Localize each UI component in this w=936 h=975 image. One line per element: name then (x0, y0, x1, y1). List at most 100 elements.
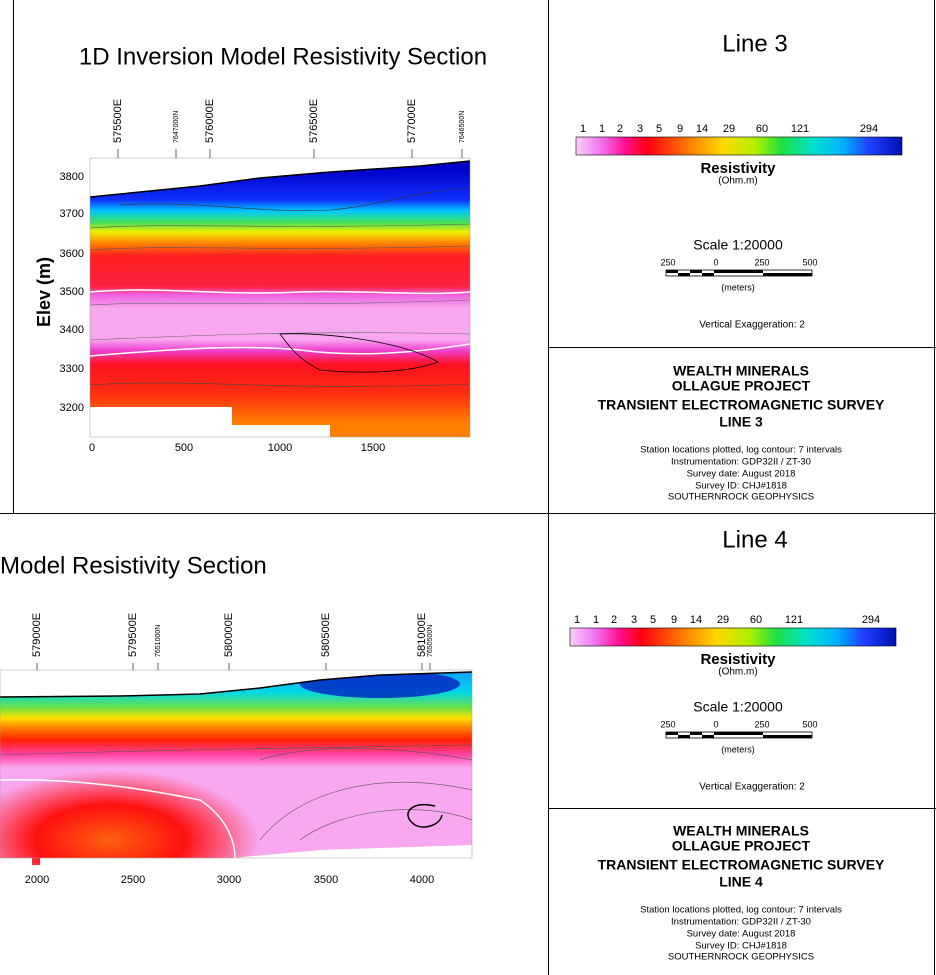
title-block-line: TRANSIENT ELECTROMAGNETIC SURVEY (598, 857, 885, 873)
scale-bar-segment (666, 732, 678, 735)
scale-bar-segment (690, 270, 702, 273)
vertical-exaggeration: Vertical Exaggeration: 2 (699, 782, 805, 793)
station-label: 581000E (416, 613, 428, 657)
x-tick-label: 1500 (361, 442, 385, 454)
color-scale-label: 3 (631, 614, 637, 626)
station-label: 575500E (112, 99, 124, 143)
scale-bar-segment (678, 735, 690, 738)
scale-bar-label: 250 (660, 257, 675, 267)
color-scale-label: 29 (717, 614, 729, 626)
scale-bar-segment (678, 273, 690, 276)
color-scale-label: 121 (785, 614, 803, 626)
y-tick-label: 3300 (60, 363, 84, 375)
scale-bar-label: 0 (713, 719, 718, 729)
color-scale-label: 60 (756, 123, 768, 135)
title-block-line: TRANSIENT ELECTROMAGNETIC SURVEY (598, 397, 885, 413)
station-label: 576500E (308, 99, 320, 143)
scale-bar-segment (763, 273, 812, 276)
scale-bar-segment (690, 732, 702, 735)
color-scale (569, 627, 897, 647)
y-tick-label: 3800 (60, 171, 84, 183)
color-scale-label: 294 (860, 123, 878, 135)
scale-bar-label: 0 (713, 257, 718, 267)
scale-bar-segment (702, 735, 714, 738)
scale-bar-segment (714, 732, 763, 735)
scale-bar-units: (meters) (721, 282, 755, 292)
color-scale-label: 3 (637, 123, 643, 135)
color-scale-label: 1 (580, 123, 586, 135)
scale-bar-segment (666, 270, 678, 273)
scale-text: Scale 1:20000 (693, 237, 783, 253)
y-tick-label: 3200 (60, 402, 84, 414)
title-block-detail: Station locations plotted, log contour: … (640, 445, 842, 456)
title-block-detail: Survey date: August 2018 (687, 929, 796, 940)
title-block-line: OLLAGUE PROJECT (672, 838, 811, 854)
x-tick-label: 500 (175, 442, 193, 454)
scale-bar-segment (714, 270, 763, 273)
y-axis-label: Elev (m) (34, 257, 54, 327)
color-scale (575, 136, 903, 156)
station-label: 7650500N (427, 625, 434, 657)
scale-bar-segment (763, 735, 812, 738)
color-scale-units: (Ohm.m) (718, 667, 757, 678)
station-label: 580000E (223, 613, 235, 657)
color-scale-label: 5 (650, 614, 656, 626)
x-tick-label: 2500 (121, 874, 145, 886)
station-label: 577000E (406, 99, 418, 143)
section-image (0, 669, 473, 865)
color-scale-label: 5 (656, 123, 662, 135)
color-scale-label: 29 (723, 123, 735, 135)
color-scale-label: 1 (599, 123, 605, 135)
title-block-detail: SOUTHERNROCK GEOPHYSICS (668, 952, 814, 963)
color-scale-label: 14 (696, 123, 708, 135)
section-title: 1D Inversion Model Resistivity Section (79, 43, 487, 70)
scale-bar-label: 500 (802, 719, 817, 729)
scale-text: Scale 1:20000 (693, 699, 783, 715)
title-block-detail: Survey date: August 2018 (687, 469, 796, 480)
title-block-detail: Survey ID: CHJ#1818 (695, 941, 787, 952)
title-block-line: WEALTH MINERALS (673, 823, 809, 839)
scale-bar-units: (meters) (721, 744, 755, 754)
color-scale-units: (Ohm.m) (718, 176, 757, 187)
station-label: 579500E (127, 613, 139, 657)
title-block-detail: Station locations plotted, log contour: … (640, 905, 842, 916)
title-block-detail: Instrumentation: GDP32II / ZT-30 (671, 917, 811, 928)
title-block-line: LINE 4 (719, 874, 763, 890)
x-tick-label: 3000 (217, 874, 241, 886)
station-label: 7646500N (459, 111, 466, 143)
color-scale-label: 9 (671, 614, 677, 626)
y-tick-label: 3500 (60, 286, 84, 298)
color-scale-label: 60 (750, 614, 762, 626)
color-scale-label: 1 (574, 614, 580, 626)
title-block-detail: Survey ID: CHJ#1818 (695, 481, 787, 492)
y-tick-label: 3600 (60, 248, 84, 260)
title-block-line: WEALTH MINERALS (673, 363, 809, 379)
color-scale-title: Resistivity (700, 160, 776, 177)
station-label: 7651000N (155, 625, 162, 657)
station-label: 579000E (31, 613, 43, 657)
scale-bar-label: 250 (660, 719, 675, 729)
scale-bar-label: 500 (802, 257, 817, 267)
title-block-line: LINE 3 (719, 414, 763, 430)
x-tick-label: 3500 (314, 874, 338, 886)
color-scale-label: 1 (593, 614, 599, 626)
color-scale-label: 2 (611, 614, 617, 626)
line-heading: Line 4 (722, 526, 787, 553)
x-tick-label: 0 (89, 442, 95, 454)
x-tick-label: 2000 (25, 874, 49, 886)
station-label: 576000E (204, 99, 216, 143)
section-image (89, 157, 471, 438)
y-tick-label: 3400 (60, 324, 84, 336)
color-scale-title: Resistivity (700, 651, 776, 668)
station-label: 580500E (320, 613, 332, 657)
x-tick-label: 1000 (268, 442, 292, 454)
scale-bar-segment (702, 273, 714, 276)
station-label: 7647000N (173, 111, 180, 143)
title-block-detail: SOUTHERNROCK GEOPHYSICS (668, 492, 814, 503)
color-scale-label: 294 (862, 614, 880, 626)
title-block-detail: Instrumentation: GDP32II / ZT-30 (671, 457, 811, 468)
x-tick-label: 4000 (410, 874, 434, 886)
